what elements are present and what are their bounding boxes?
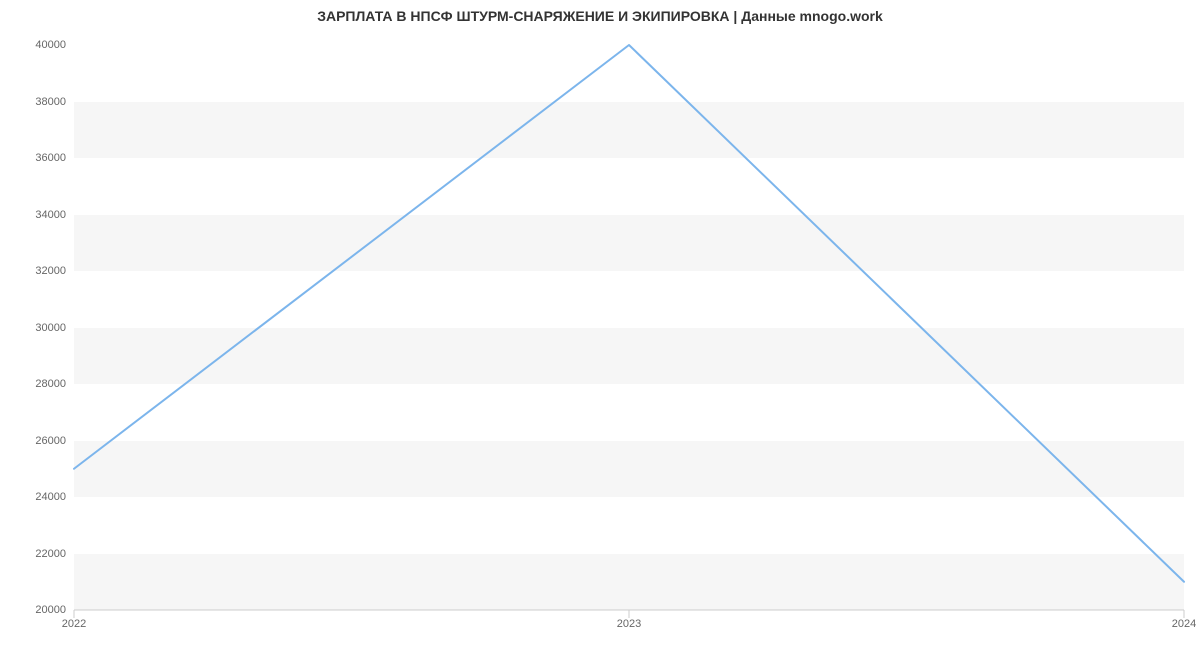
chart-title: ЗАРПЛАТА В НПСФ ШТУРМ-СНАРЯЖЕНИЕ И ЭКИПИ…	[0, 8, 1200, 24]
salary-chart: ЗАРПЛАТА В НПСФ ШТУРМ-СНАРЯЖЕНИЕ И ЭКИПИ…	[0, 0, 1200, 650]
x-tick-mark	[1184, 610, 1185, 618]
y-tick-label: 20000	[35, 604, 66, 616]
plot-area: 2000022000240002600028000300003200034000…	[74, 45, 1184, 610]
series-line-salary	[74, 45, 1184, 582]
x-tick-label: 2024	[1172, 618, 1196, 630]
y-tick-label: 34000	[35, 209, 66, 221]
y-tick-label: 28000	[35, 378, 66, 390]
x-tick-mark	[629, 610, 630, 618]
line-layer	[74, 45, 1184, 610]
y-tick-label: 22000	[35, 548, 66, 560]
y-tick-label: 24000	[35, 491, 66, 503]
y-tick-label: 26000	[35, 435, 66, 447]
x-tick-mark	[74, 610, 75, 618]
y-tick-label: 38000	[35, 96, 66, 108]
y-tick-label: 32000	[35, 265, 66, 277]
x-tick-label: 2023	[617, 618, 641, 630]
y-tick-label: 30000	[35, 322, 66, 334]
x-tick-label: 2022	[62, 618, 86, 630]
y-tick-label: 36000	[35, 152, 66, 164]
y-tick-label: 40000	[35, 39, 66, 51]
